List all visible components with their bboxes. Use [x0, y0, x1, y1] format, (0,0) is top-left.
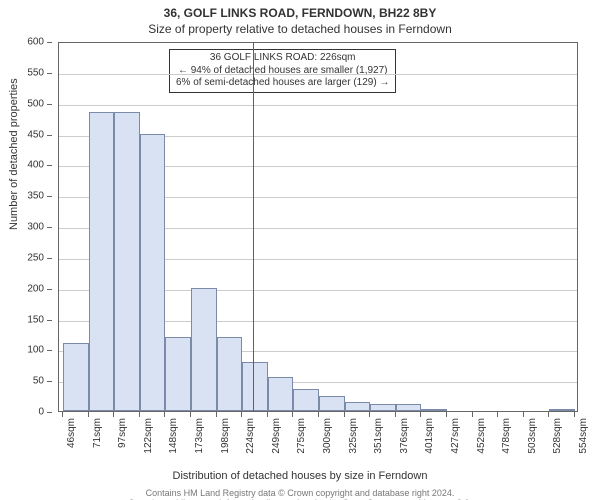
x-tick-label: 300sqm — [322, 418, 333, 468]
plot-area: 36 GOLF LINKS ROAD: 226sqm ← 94% of deta… — [58, 42, 578, 412]
y-tick-label: 250 — [10, 252, 44, 263]
x-tick-label: 224sqm — [245, 418, 256, 468]
x-tick-label: 325sqm — [348, 418, 359, 468]
x-tick-mark — [548, 412, 549, 417]
histogram-bar — [268, 377, 294, 411]
x-tick-mark — [164, 412, 165, 417]
y-tick-mark — [47, 381, 52, 382]
histogram-bar — [191, 288, 217, 411]
histogram-bar — [293, 389, 319, 411]
x-tick-mark — [344, 412, 345, 417]
gridline — [59, 105, 577, 106]
y-tick-label: 300 — [10, 222, 44, 233]
y-tick-mark — [47, 196, 52, 197]
x-tick-mark — [369, 412, 370, 417]
histogram-bar — [217, 337, 243, 411]
histogram-bar — [89, 112, 115, 411]
y-tick-label: 200 — [10, 283, 44, 294]
annotation-box: 36 GOLF LINKS ROAD: 226sqm ← 94% of deta… — [169, 49, 396, 93]
histogram-chart: 36 GOLF LINKS ROAD: 226sqm ← 94% of deta… — [58, 42, 578, 412]
y-tick-mark — [47, 350, 52, 351]
histogram-bar — [242, 362, 268, 411]
y-tick-mark — [47, 258, 52, 259]
x-tick-label: 351sqm — [373, 418, 384, 468]
y-tick-label: 150 — [10, 314, 44, 325]
y-tick-label: 350 — [10, 191, 44, 202]
x-tick-mark — [395, 412, 396, 417]
y-tick-mark — [47, 73, 52, 74]
x-tick-mark — [113, 412, 114, 417]
x-tick-mark — [216, 412, 217, 417]
x-tick-label: 427sqm — [450, 418, 461, 468]
x-tick-label: 249sqm — [271, 418, 282, 468]
y-tick-mark — [47, 135, 52, 136]
x-tick-label: 173sqm — [194, 418, 205, 468]
x-tick-mark — [267, 412, 268, 417]
x-tick-label: 275sqm — [296, 418, 307, 468]
x-tick-label: 528sqm — [552, 418, 563, 468]
y-tick-mark — [47, 42, 52, 43]
y-tick-label: 550 — [10, 67, 44, 78]
x-tick-mark — [497, 412, 498, 417]
x-tick-label: 148sqm — [168, 418, 179, 468]
x-tick-label: 401sqm — [424, 418, 435, 468]
y-tick-mark — [47, 165, 52, 166]
x-tick-mark — [88, 412, 89, 417]
x-tick-mark — [139, 412, 140, 417]
histogram-bar — [370, 404, 396, 411]
x-tick-label: 376sqm — [399, 418, 410, 468]
x-tick-mark — [446, 412, 447, 417]
x-tick-mark — [523, 412, 524, 417]
footer-text-1: Contains HM Land Registry data © Crown c… — [0, 488, 600, 498]
histogram-bar — [140, 134, 166, 412]
x-tick-label: 97sqm — [117, 418, 128, 468]
page-title-address: 36, GOLF LINKS ROAD, FERNDOWN, BH22 8BY — [0, 6, 600, 20]
x-tick-label: 452sqm — [476, 418, 487, 468]
histogram-bar — [549, 409, 575, 411]
x-tick-mark — [292, 412, 293, 417]
x-tick-mark — [574, 412, 575, 417]
histogram-bar — [114, 112, 140, 411]
x-axis-label: Distribution of detached houses by size … — [0, 470, 600, 482]
histogram-bar — [396, 404, 422, 411]
y-tick-mark — [47, 289, 52, 290]
x-tick-mark — [472, 412, 473, 417]
y-tick-label: 100 — [10, 345, 44, 356]
annotation-line3: 6% of semi-detached houses are larger (1… — [176, 77, 389, 90]
x-tick-label: 122sqm — [143, 418, 154, 468]
y-tick-label: 500 — [10, 98, 44, 109]
x-tick-label: 71sqm — [92, 418, 103, 468]
x-tick-mark — [420, 412, 421, 417]
histogram-bar — [421, 409, 447, 411]
x-tick-label: 503sqm — [527, 418, 538, 468]
y-tick-label: 400 — [10, 160, 44, 171]
histogram-bar — [345, 402, 371, 411]
x-tick-label: 554sqm — [578, 418, 589, 468]
x-tick-label: 478sqm — [501, 418, 512, 468]
y-tick-mark — [47, 227, 52, 228]
x-tick-mark — [318, 412, 319, 417]
x-tick-mark — [190, 412, 191, 417]
x-tick-label: 46sqm — [66, 418, 77, 468]
property-marker-line — [253, 43, 254, 411]
x-tick-mark — [62, 412, 63, 417]
y-tick-mark — [47, 412, 52, 413]
annotation-line1: 36 GOLF LINKS ROAD: 226sqm — [176, 52, 389, 65]
x-tick-mark — [241, 412, 242, 417]
annotation-line2: ← 94% of detached houses are smaller (1,… — [176, 65, 389, 78]
page-subtitle: Size of property relative to detached ho… — [0, 22, 600, 36]
y-tick-label: 0 — [10, 407, 44, 418]
histogram-bar — [63, 343, 89, 411]
y-tick-label: 50 — [10, 376, 44, 387]
y-tick-mark — [47, 104, 52, 105]
histogram-bar — [319, 396, 345, 411]
x-tick-label: 198sqm — [220, 418, 231, 468]
y-tick-label: 450 — [10, 129, 44, 140]
y-tick-label: 600 — [10, 37, 44, 48]
gridline — [59, 74, 577, 75]
histogram-bar — [165, 337, 191, 411]
y-tick-mark — [47, 320, 52, 321]
